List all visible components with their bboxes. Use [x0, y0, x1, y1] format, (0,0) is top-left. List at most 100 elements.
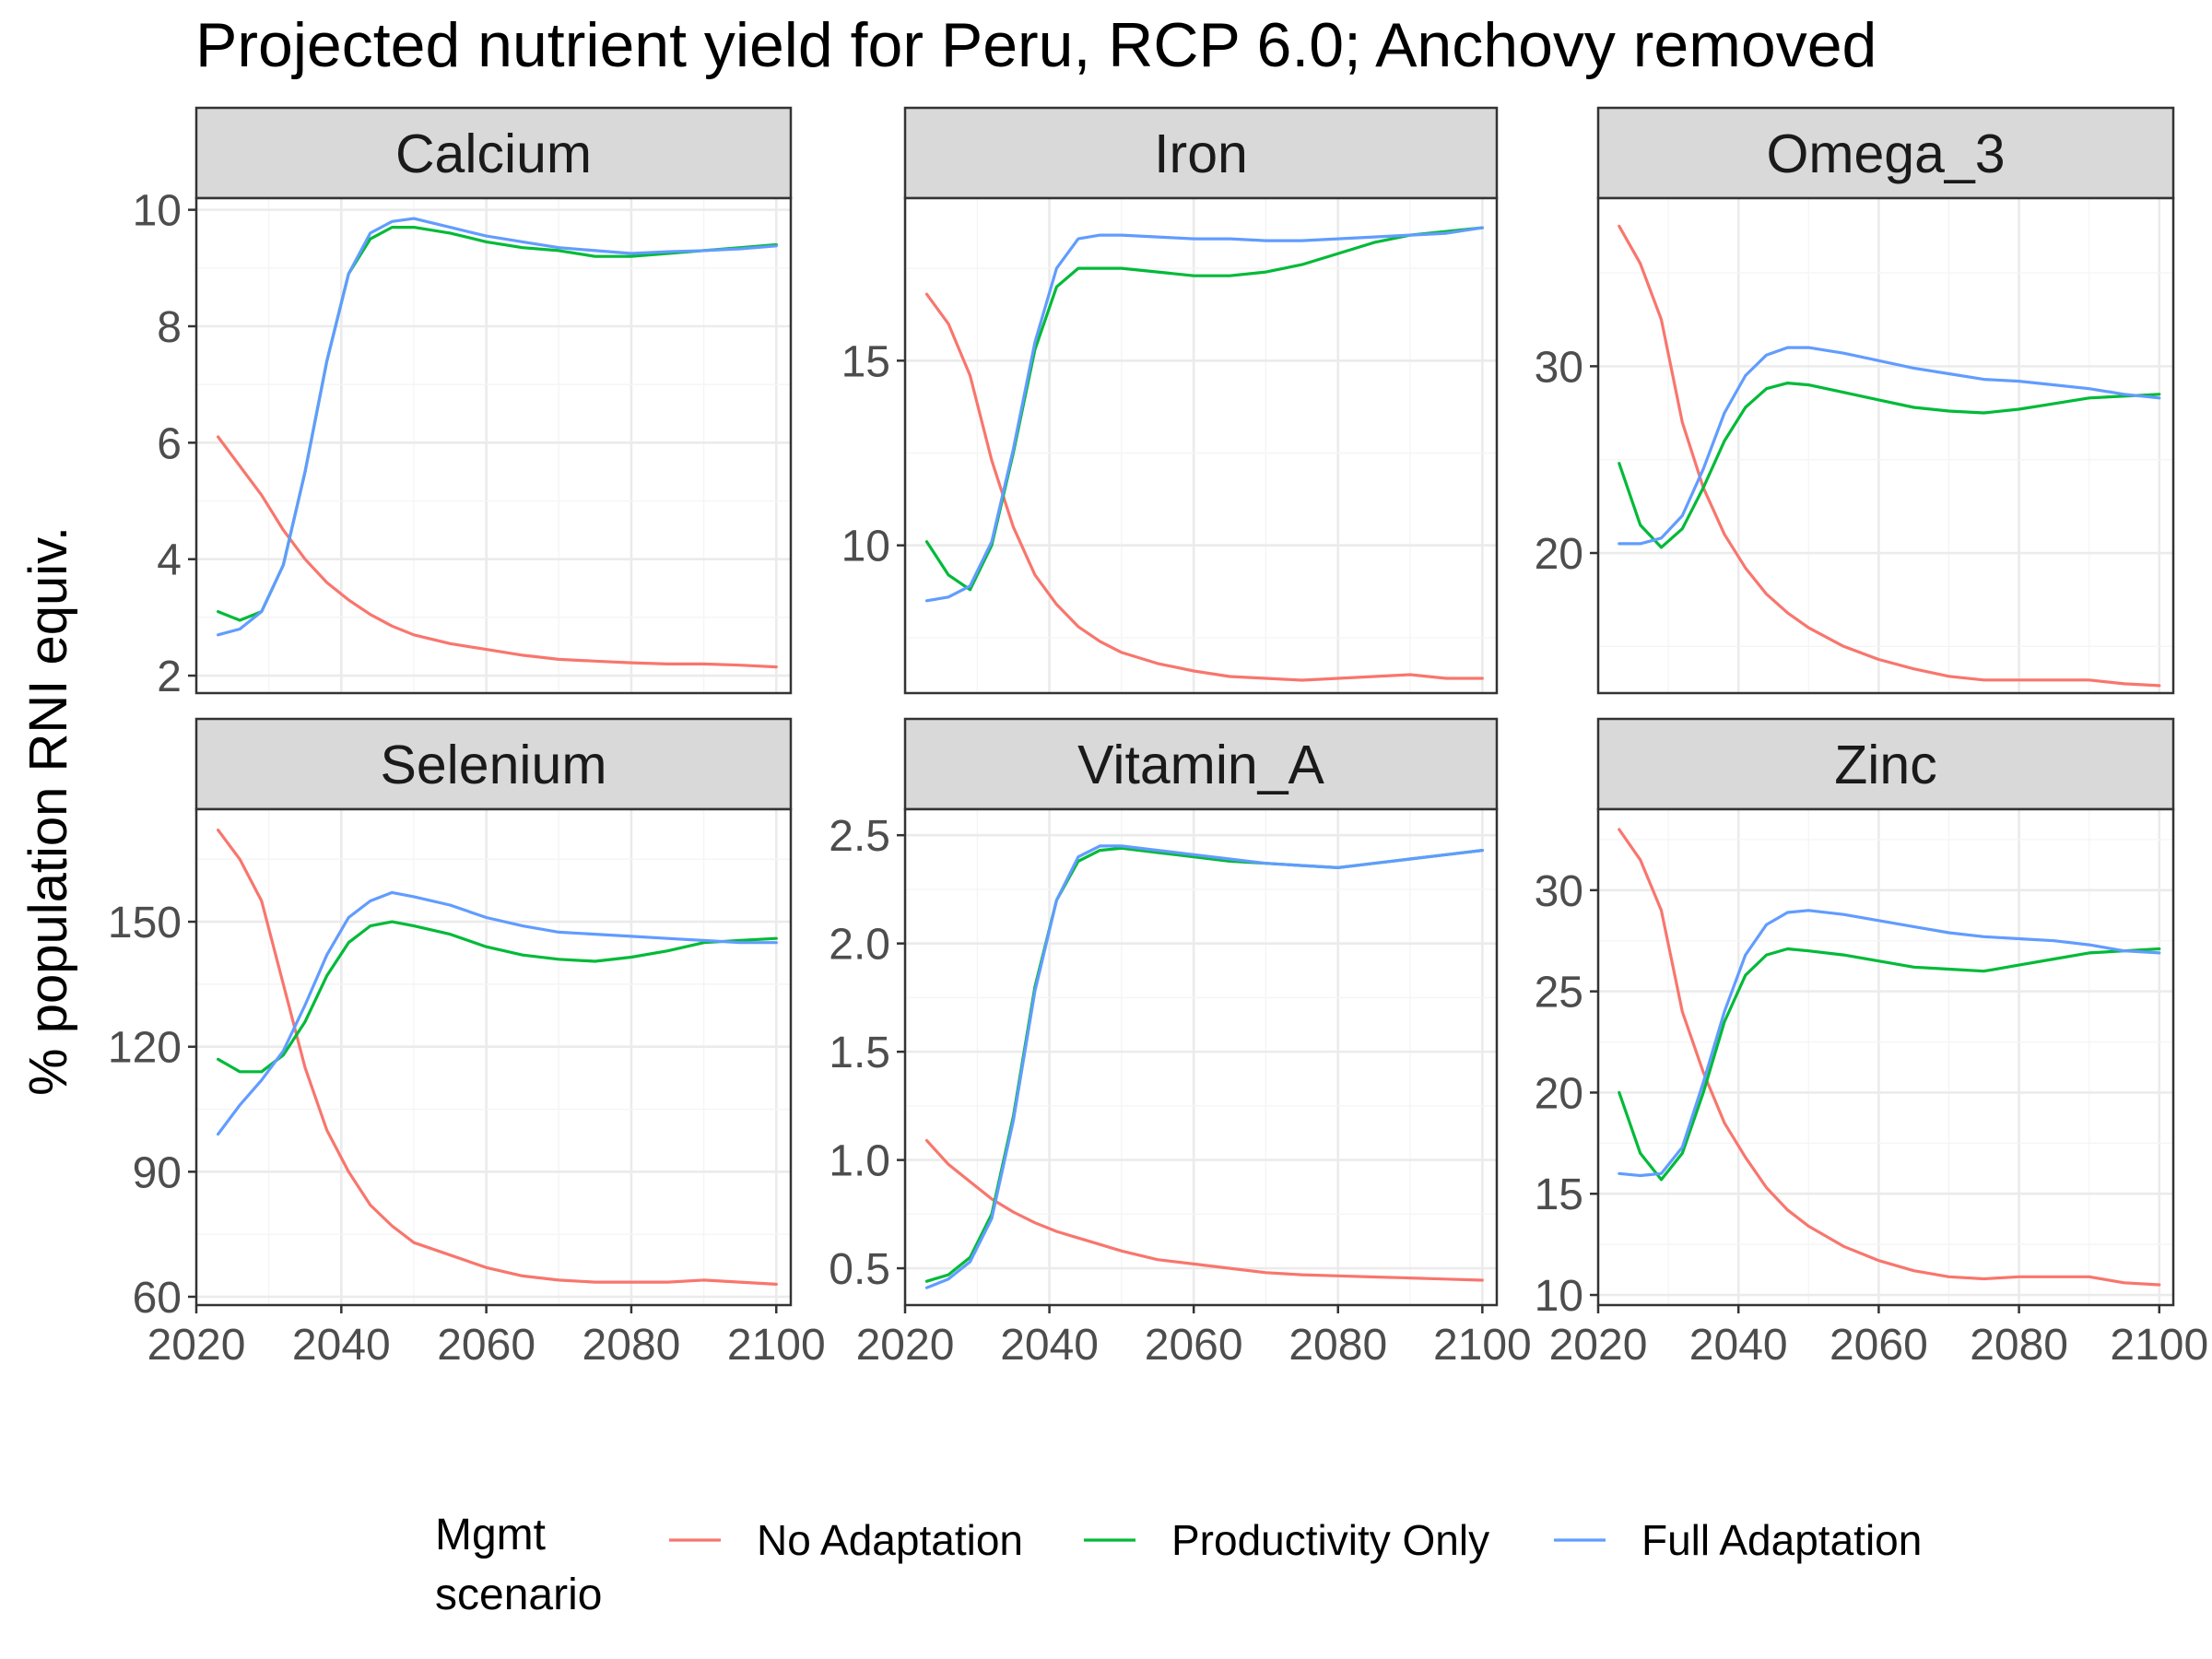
y-tick-label: 60 [133, 1274, 182, 1323]
panel-iron: Iron 10 15 [841, 106, 1499, 695]
panel-calcium: Calcium 2 4 6 8 10 [133, 106, 793, 701]
series-line-full-adaptation [1618, 346, 2161, 546]
y-tick-label: 4 [157, 536, 182, 585]
y-tick-label: 10 [841, 523, 890, 571]
strip-background [194, 106, 793, 200]
y-tick-label: 8 [157, 303, 182, 352]
y-tick-label: 1.5 [829, 1029, 890, 1077]
y-tick-label: 150 [108, 899, 182, 947]
series-line-full-adaptation [924, 226, 1484, 603]
y-tick-label: 90 [133, 1148, 182, 1197]
panel-omega-3: Omega_3 20 30 [1535, 106, 2175, 695]
strip-label-iron: Iron [1154, 124, 1248, 184]
panel-background [196, 809, 791, 1305]
legend-title-line-1: Mgmt [435, 1511, 546, 1559]
panel-border [194, 196, 793, 695]
x-tick-label: 2080 [1288, 1321, 1387, 1370]
facet-panels: Calcium 2 4 6 8 10 Iron 10 15 Omega_3 20 30 Selenium… [108, 106, 2208, 1370]
panel-border [903, 807, 1499, 1307]
y-tick-label: 15 [1535, 1171, 1583, 1219]
panel-background [1598, 198, 2173, 693]
y-axis-title: % population RNI equiv. [18, 526, 78, 1096]
legend-item-full-adaptation: Full Adaptation [1554, 1516, 1922, 1564]
legend-label: No Adaptation [757, 1516, 1023, 1564]
legend-title-line-2: scenario [435, 1571, 602, 1619]
series-line-full-adaptation [1618, 909, 2161, 1178]
x-tick-label: 2040 [1000, 1321, 1099, 1370]
panel-border [1596, 196, 2175, 695]
legend-item-productivity-only: Productivity Only [1084, 1516, 1489, 1564]
strip-background [194, 717, 793, 811]
x-tick-label: 2060 [1830, 1321, 1928, 1370]
panel-background [905, 198, 1497, 693]
gridlines [905, 198, 1497, 693]
y-tick-label: 2.0 [829, 921, 890, 970]
series-lines [217, 828, 778, 1287]
series-lines [924, 226, 1484, 682]
strip-label-vitamin-a: Vitamin_A [1077, 735, 1324, 795]
series-line-no-adaptation [217, 435, 778, 669]
series-line-productivity-only [1618, 382, 2161, 549]
series-line-full-adaptation [924, 844, 1484, 1289]
x-tick-label: 2060 [437, 1321, 535, 1370]
panel-background [905, 809, 1497, 1305]
x-tick-label: 2020 [1549, 1321, 1648, 1370]
strip-label-zinc: Zinc [1834, 735, 1936, 795]
series-line-no-adaptation [924, 292, 1484, 682]
x-tick-label: 2100 [2110, 1321, 2208, 1370]
y-tick-label: 6 [157, 419, 182, 468]
y-tick-label: 120 [108, 1024, 182, 1073]
gridlines [905, 809, 1497, 1305]
panel-selenium: Selenium 60 90 120 150 2020 2040 2060 2080 2100 [108, 717, 826, 1370]
y-tick-label: 15 [841, 337, 890, 386]
legend-label: Productivity Only [1171, 1516, 1489, 1564]
x-tick-label: 2040 [292, 1321, 391, 1370]
series-line-no-adaptation [1618, 828, 2161, 1287]
y-tick-label: 2.5 [829, 812, 890, 861]
x-tick-label: 2100 [727, 1321, 826, 1370]
series-line-productivity-only [1618, 947, 2161, 1182]
x-tick-label: 2100 [1433, 1321, 1532, 1370]
x-tick-label: 2020 [147, 1321, 246, 1370]
strip-background [903, 106, 1499, 200]
series-line-full-adaptation [217, 890, 778, 1136]
chart-title: Projected nutrient yield for Peru, RCP 6… [195, 10, 1877, 80]
panel-vitamin-a: Vitamin_A 0.5 1.0 1.5 2.0 2.5 2020 2040 2060 2080… [829, 717, 1532, 1370]
panel-background [196, 198, 791, 693]
panel-border [903, 196, 1499, 695]
gridlines [196, 198, 791, 693]
strip-label-selenium: Selenium [381, 735, 607, 795]
y-tick-label: 0.5 [829, 1245, 890, 1294]
y-tick-label: 30 [1535, 343, 1583, 392]
y-tick-label: 20 [1535, 1069, 1583, 1118]
x-tick-label: 2040 [1689, 1321, 1788, 1370]
series-line-no-adaptation [217, 828, 778, 1287]
panel-zinc: Zinc 10 15 20 25 30 2020 2040 2060 2080 2100 [1535, 717, 2208, 1370]
series-line-full-adaptation [217, 217, 778, 637]
strip-background [903, 717, 1499, 811]
x-tick-label: 2020 [856, 1321, 955, 1370]
series-lines [1618, 828, 2161, 1287]
y-tick-label: 2 [157, 653, 182, 701]
x-tick-label: 2080 [1970, 1321, 2068, 1370]
x-tick-label: 2060 [1145, 1321, 1243, 1370]
strip-label-omega-3: Omega_3 [1766, 124, 2005, 184]
panel-border [1596, 807, 2175, 1307]
series-lines [217, 217, 778, 669]
panel-background [1598, 809, 2173, 1305]
strip-background [1596, 717, 2175, 811]
strip-background [1596, 106, 2175, 200]
legend-item-no-adaptation: No Adaptation [669, 1516, 1023, 1564]
series-lines [1618, 224, 2161, 688]
strip-label-calcium: Calcium [395, 124, 592, 184]
y-tick-label: 25 [1535, 969, 1583, 1018]
x-tick-label: 2080 [582, 1321, 681, 1370]
gridlines [196, 809, 791, 1305]
y-tick-label: 20 [1535, 530, 1583, 579]
y-tick-label: 1.0 [829, 1137, 890, 1186]
gridlines [1598, 809, 2173, 1305]
y-tick-label: 30 [1535, 867, 1583, 916]
y-tick-label: 10 [1535, 1272, 1583, 1321]
series-lines [924, 844, 1484, 1289]
